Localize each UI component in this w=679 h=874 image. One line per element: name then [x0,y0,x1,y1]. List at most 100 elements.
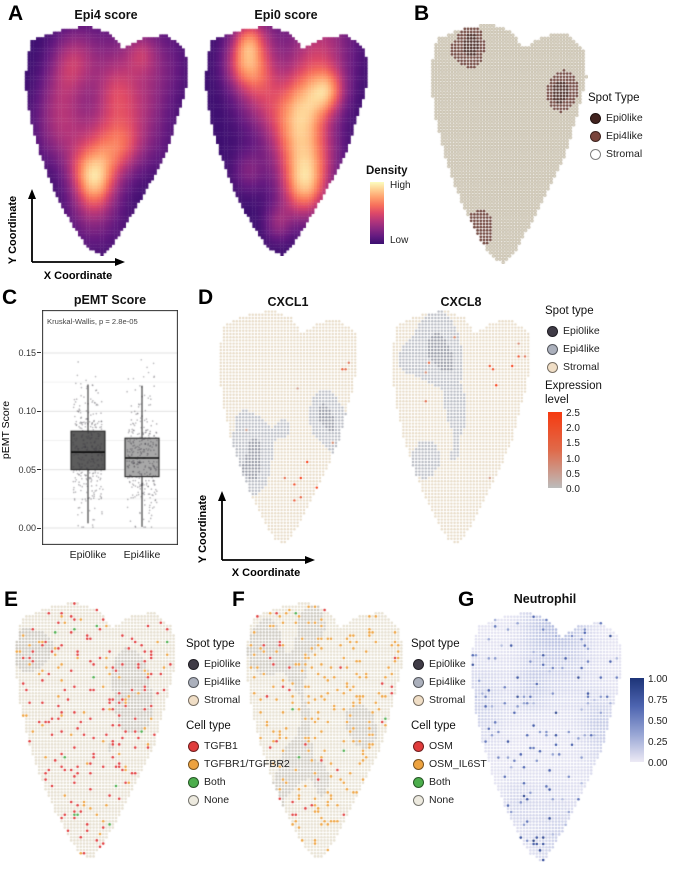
legend-item-epi4like: Epi4like [413,676,466,688]
epi0like-dot-icon [188,658,199,670]
y-tick-label: 0.10 [18,406,36,416]
legend-item-epi4like: Epi4like [590,130,643,142]
y-tick-mark [37,528,41,529]
density-low-label: Low [390,235,409,246]
legend-item-epi0like: Epi0like [590,112,643,124]
neutrophil-gradient-bar [630,678,644,762]
spot-type-legend-title: Spot Type [588,92,640,104]
e-cell-legend-title: Cell type [186,720,231,732]
legend-label: None [429,794,455,806]
both-dot-icon [188,776,199,788]
cxcl1-expression-map [216,310,360,545]
legend-label: Epi0like [204,658,241,670]
stromal-dot-icon [413,694,424,706]
legend-label: Epi0like [563,325,600,337]
panel-g-label: G [458,588,475,611]
expr-tick-label: 0.0 [566,484,580,495]
panel-a-label: A [8,2,24,25]
legend-label: Epi4like [606,130,643,142]
legend-item-tgfb1: TGFB1 [188,740,238,752]
score-tick-label: 0.25 [648,737,668,748]
legend-label: None [204,794,230,806]
stromal-dot-icon [590,148,601,160]
pemt-boxplot [42,310,178,545]
epi4like-dot-icon [590,130,601,142]
legend-item-epi0like: Epi0like [188,658,241,670]
epi4like-dot-icon [188,676,199,688]
y-tick-mark [37,411,41,412]
tgfb1-dot-icon [188,740,199,752]
legend-item-osm: OSM [413,740,453,752]
epi4like-dot-icon [413,676,424,688]
f-spot-legend-title: Spot type [411,638,460,650]
pemt-y-axis-label-svg: pEMT Score [0,401,12,459]
panel-a-axes: Y Coordinate X Coordinate [7,189,125,282]
panel-b-label: B [414,2,430,25]
legend-label: Both [204,776,226,788]
legend-item-stromal: Stromal [413,694,465,706]
expr-tick-label: 2.0 [566,423,580,434]
legend-label: TGFBR1/TGFBR2 [204,758,290,770]
tgfb-celltype-map [12,602,178,860]
legend-label: Epi0like [429,658,466,670]
legend-item-stromal: Stromal [188,694,240,706]
legend-label: Stromal [606,148,643,160]
panel-d-label: D [198,286,214,309]
d-spot-legend-title: Spot type [545,305,594,317]
osm-celltype-map [243,602,405,860]
x-axis-label: X Coordinate [44,270,112,282]
y-tick-mark [37,352,41,353]
legend-item-stromal: Stromal [590,148,642,160]
pemt-y-axis-label: pEMT Score [0,401,12,459]
e-spot-legend-title: Spot type [186,638,235,650]
legend-label: OSM_IL6ST [429,758,487,770]
legend-item-epi0like: Epi0like [413,658,466,670]
legend-item-stromal: Stromal [547,361,599,373]
neutrophil-title: Neutrophil [513,592,577,606]
legend-item-epi0like: Epi0like [547,325,600,337]
epi0like-dot-icon [547,325,558,337]
density-high-label: High [390,180,411,191]
epi4like-dot-icon [547,343,558,355]
epi0like-dot-icon [413,658,424,670]
legend-label: OSM [429,740,453,752]
osm-il6st-dot-icon [413,758,424,770]
legend-label: Both [429,776,451,788]
legend-item-epi4like: Epi4like [188,676,241,688]
x-axis-label: X Coordinate [232,567,300,579]
expr-tick-label: 2.5 [566,408,580,419]
legend-label: Epi4like [204,676,241,688]
score-tick-label: 0.50 [648,716,668,727]
y-tick-label: 0.00 [18,523,36,533]
legend-item-none: None [188,794,229,806]
x-axis-arrowhead-icon [115,258,125,266]
pemt-score-title: pEMT Score [73,293,147,307]
tgfbr-dot-icon [188,758,199,770]
cxcl1-title: CXCL1 [267,295,309,309]
both-dot-icon [413,776,424,788]
cxcl8-expression-map [389,310,533,545]
y-axis-arrowhead-icon [28,189,36,199]
density-legend-title: Density [366,165,408,177]
epi4-density-heatmap [22,26,190,256]
expr-tick-label: 0.5 [566,469,580,480]
kruskal-wallis-annotation: Kruskal-Wallis, p = 2.8e-05 [47,317,138,326]
y-tick-mark [37,469,41,470]
legend-item-both: Both [188,776,226,788]
legend-item-none: None [413,794,454,806]
legend-label: Stromal [204,694,241,706]
neutrophil-score-map [468,612,624,862]
legend-label: Stromal [563,361,600,373]
stromal-dot-icon [547,361,558,373]
score-tick-label: 1.00 [648,674,668,685]
panel-f-label: F [232,588,245,611]
epi0like-dot-icon [590,112,601,124]
none-dot-icon [188,794,199,806]
y-tick-label: 0.15 [18,348,36,358]
panel-c-label: C [2,286,18,309]
panel-d-axes: Y Coordinate X Coordinate [197,491,315,579]
legend-label: Epi0like [606,112,643,124]
osm-dot-icon [413,740,424,752]
legend-item-both: Both [413,776,451,788]
